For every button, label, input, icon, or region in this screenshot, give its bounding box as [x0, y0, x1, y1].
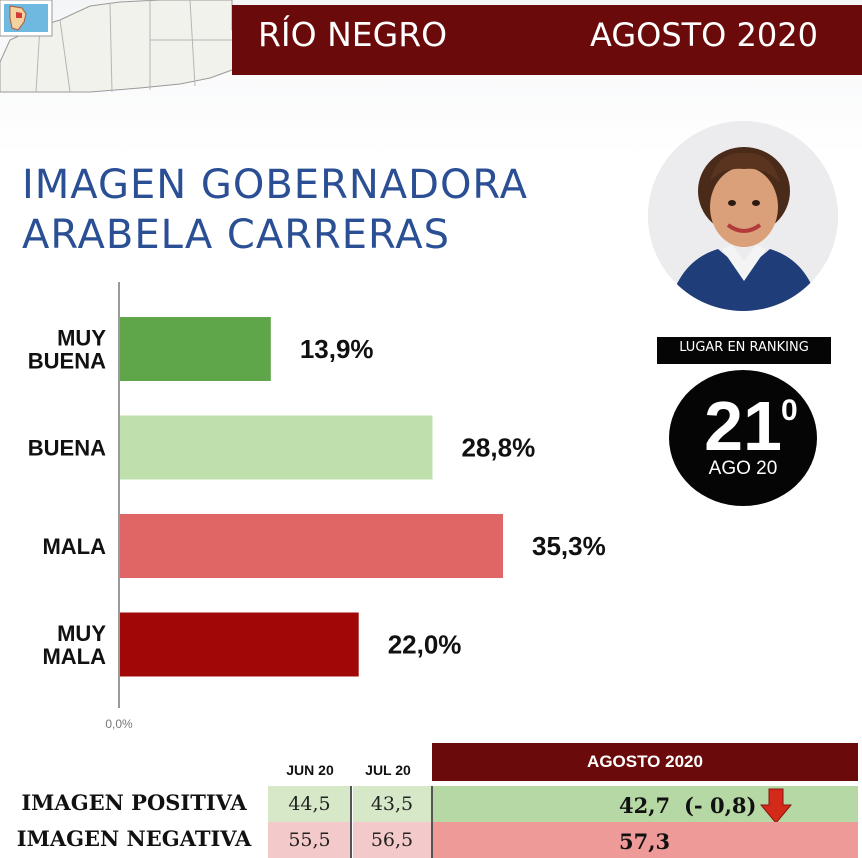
cell-negative-jun: 55,5 — [268, 822, 351, 858]
cell-positive-jun: 44,5 — [268, 786, 351, 822]
category-label-2: MALA — [42, 534, 106, 559]
cell-positive-aug — [433, 786, 858, 822]
header-bar — [232, 5, 862, 75]
value-label-2: 35,3% — [532, 531, 606, 561]
value-label-1: 28,8% — [461, 433, 535, 463]
down-arrow-icon — [759, 788, 793, 824]
row-label-positive: IMAGEN POSITIVA — [21, 790, 247, 815]
ranking-number: 21 — [704, 387, 782, 465]
ranking-label: LUGAR EN RANKING — [657, 337, 831, 364]
bar-1 — [120, 415, 433, 480]
value-label-0: 13,9% — [300, 334, 374, 364]
bar-3 — [120, 612, 359, 677]
cell-positive-jul: 43,5 — [353, 786, 431, 822]
category-label-3: MUY MALA — [42, 621, 106, 669]
row-label-negative: IMAGEN NEGATIVA — [16, 826, 252, 851]
positive-aug-value: 42,7 — [619, 793, 671, 818]
page-title: IMAGEN GOBERNADORA ARABELA CARRERAS — [22, 160, 528, 260]
col-header-jun: JUN 20 — [286, 762, 334, 778]
cell-negative-aug — [433, 822, 858, 858]
table-divider-2 — [431, 786, 433, 858]
cell-negative-jul: 56,5 — [353, 822, 431, 858]
col-header-jul: JUL 20 — [365, 762, 411, 778]
ranking-superscript: 0 — [781, 394, 798, 427]
header-region: RÍO NEGRO — [258, 15, 448, 54]
governor-portrait — [648, 121, 838, 311]
positive-aug-change: (- 0,8) — [684, 793, 757, 818]
value-label-3: 22,0% — [388, 630, 462, 660]
province-map — [0, 0, 250, 93]
table-divider-1 — [350, 786, 352, 858]
ranking-period: AGO 20 — [708, 458, 778, 479]
title-line-1: IMAGEN GOBERNADORA — [22, 162, 528, 208]
category-label-0: MUY BUENA — [28, 326, 107, 374]
bar-0 — [120, 317, 271, 381]
col-header-august: AGOSTO 2020 — [432, 743, 858, 781]
negative-aug-value: 57,3 — [619, 829, 671, 854]
bar-2 — [120, 514, 504, 578]
category-label-1: BUENA — [28, 436, 106, 461]
image-bar-chart: 0,0% MUY BUENA 13,9% BUENA 28,8% MALA 35,3% MUY M… — [28, 282, 606, 731]
title-line-2: ARABELA CARRERAS — [22, 212, 450, 258]
axis-min-label: 0,0% — [105, 717, 133, 731]
header-date: AGOSTO 2020 — [590, 16, 818, 54]
ranking-badge: 21 0 AGO 20 — [669, 370, 817, 506]
